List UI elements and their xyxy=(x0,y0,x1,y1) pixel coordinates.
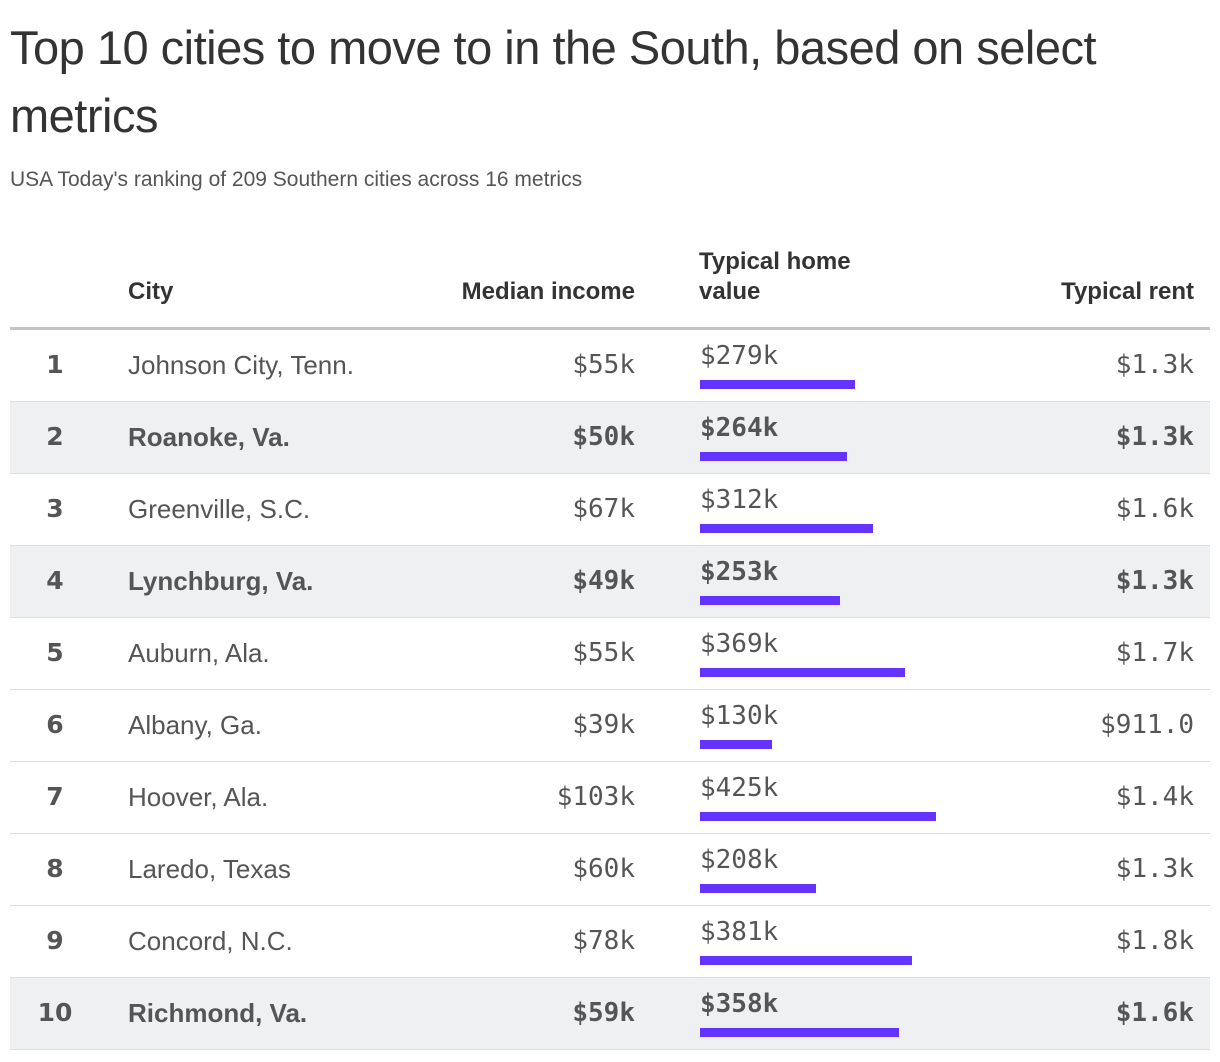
home-value-label: $264k xyxy=(700,413,779,443)
table-row: 3 Greenville, S.C. $67k $312k $1.6k xyxy=(10,474,1210,546)
rank-cell: 4 xyxy=(46,566,64,595)
median-income-cell: $39k xyxy=(572,710,635,740)
typical-rent-cell: $1.3k xyxy=(1115,566,1194,596)
typical-rent-cell: $911.0 xyxy=(1100,710,1194,740)
rank-cell: 8 xyxy=(46,854,64,883)
typical-rent-cell: $1.3k xyxy=(1115,854,1194,884)
city-cell: Concord, N.C. xyxy=(128,926,293,956)
home-value-bar xyxy=(700,668,905,677)
home-value-bar xyxy=(700,596,840,605)
table-row: 6 Albany, Ga. $39k $130k $911.0 xyxy=(10,690,1210,762)
rank-cell: 1 xyxy=(46,350,64,379)
table-row: 8 Laredo, Texas $60k $208k $1.3k xyxy=(10,834,1210,906)
home-value-bar xyxy=(700,740,772,749)
city-cell: Albany, Ga. xyxy=(128,710,262,740)
home-value-bar xyxy=(700,956,912,965)
city-cell: Laredo, Texas xyxy=(128,854,291,884)
city-cell: Hoover, Ala. xyxy=(128,782,269,812)
city-cell: Richmond, Va. xyxy=(128,998,308,1028)
table-body: 1 Johnson City, Tenn. $55k $279k $1.3k 2 Roano… xyxy=(10,330,1210,1050)
header-typical-home-value: Typical home value xyxy=(699,248,851,305)
rank-cell: 3 xyxy=(46,494,64,523)
home-value-bar xyxy=(700,452,847,461)
home-value-label: $358k xyxy=(700,989,779,1019)
home-value-label: $425k xyxy=(700,773,779,803)
home-value-bar xyxy=(700,884,816,893)
median-income-cell: $78k xyxy=(572,926,635,956)
median-income-cell: $50k xyxy=(572,422,635,452)
home-value-label: $312k xyxy=(700,485,779,515)
chart-title: Top 10 cities to move to in the South, b… xyxy=(10,21,1097,142)
city-cell: Greenville, S.C. xyxy=(128,494,311,524)
median-income-cell: $67k xyxy=(572,494,635,524)
median-income-cell: $103k xyxy=(556,782,635,812)
rank-cell: 9 xyxy=(46,926,64,955)
city-cell: Lynchburg, Va. xyxy=(128,566,314,596)
table-header: City Median income Typical home value Ty… xyxy=(10,240,1210,330)
table-row: 10 Richmond, Va. $59k $358k $1.6k xyxy=(10,978,1210,1050)
table-row: 4 Lynchburg, Va. $49k $253k $1.3k xyxy=(10,546,1210,618)
rank-cell: 2 xyxy=(46,422,64,451)
header-median-income: Median income xyxy=(461,278,635,305)
ranking-table: City Median income Typical home value Ty… xyxy=(10,240,1210,1050)
table-row: 1 Johnson City, Tenn. $55k $279k $1.3k xyxy=(10,330,1210,402)
home-value-bar xyxy=(700,1028,899,1037)
table-row: 7 Hoover, Ala. $103k $425k $1.4k xyxy=(10,762,1210,834)
home-value-label: $381k xyxy=(700,917,779,947)
typical-rent-cell: $1.8k xyxy=(1115,926,1194,956)
median-income-cell: $55k xyxy=(572,638,635,668)
home-value-label: $253k xyxy=(700,557,779,587)
chart-subtitle: USA Today's ranking of 209 Southern citi… xyxy=(10,168,583,191)
median-income-cell: $49k xyxy=(572,566,635,596)
home-value-label: $369k xyxy=(700,629,779,659)
typical-rent-cell: $1.3k xyxy=(1115,350,1194,380)
header-city: City xyxy=(128,278,174,305)
home-value-bar xyxy=(700,524,873,533)
rank-cell: 5 xyxy=(46,638,64,667)
header-typical-rent: Typical rent xyxy=(1061,278,1194,305)
table-row: 5 Auburn, Ala. $55k $369k $1.7k xyxy=(10,618,1210,690)
home-value-label: $279k xyxy=(700,341,779,371)
rank-cell: 10 xyxy=(37,998,73,1027)
city-cell: Auburn, Ala. xyxy=(128,638,270,668)
typical-rent-cell: $1.6k xyxy=(1115,494,1194,524)
home-value-bar xyxy=(700,812,936,821)
table-row: 9 Concord, N.C. $78k $381k $1.8k xyxy=(10,906,1210,978)
typical-rent-cell: $1.6k xyxy=(1115,998,1194,1028)
city-cell: Johnson City, Tenn. xyxy=(128,350,354,380)
table-row: 2 Roanoke, Va. $50k $264k $1.3k xyxy=(10,402,1210,474)
home-value-label: $130k xyxy=(700,701,779,731)
home-value-label: $208k xyxy=(700,845,779,875)
median-income-cell: $59k xyxy=(572,998,635,1028)
median-income-cell: $55k xyxy=(572,350,635,380)
typical-rent-cell: $1.4k xyxy=(1115,782,1194,812)
typical-rent-cell: $1.7k xyxy=(1115,638,1194,668)
city-cell: Roanoke, Va. xyxy=(128,422,290,452)
rank-cell: 7 xyxy=(46,782,64,811)
home-value-bar xyxy=(700,380,855,389)
rank-cell: 6 xyxy=(46,710,64,739)
typical-rent-cell: $1.3k xyxy=(1115,422,1194,452)
median-income-cell: $60k xyxy=(572,854,635,884)
